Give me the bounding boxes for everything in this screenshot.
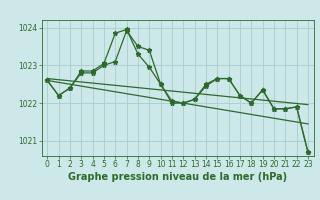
X-axis label: Graphe pression niveau de la mer (hPa): Graphe pression niveau de la mer (hPa) [68,172,287,182]
